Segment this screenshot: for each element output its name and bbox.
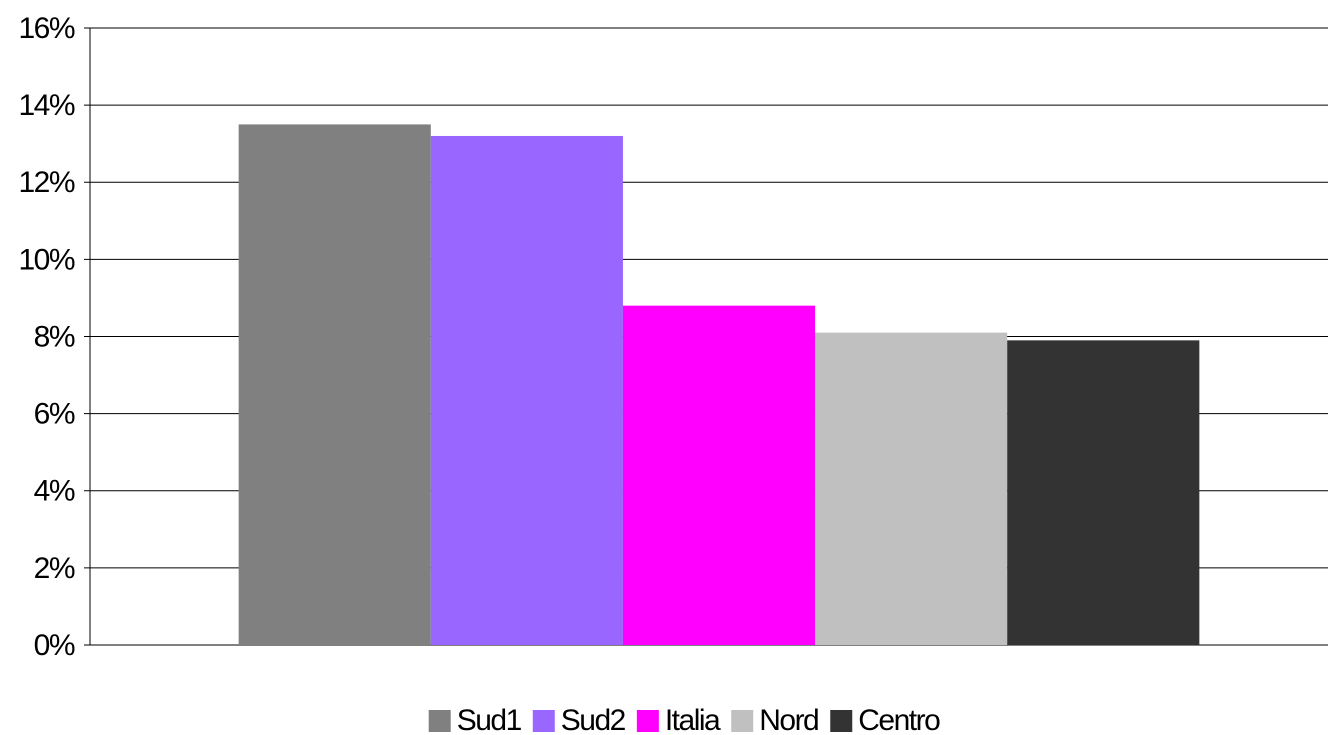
y-tick-label: 2% xyxy=(34,552,75,585)
legend-swatch xyxy=(731,710,754,732)
legend-swatch xyxy=(532,710,555,732)
y-tick-label: 16% xyxy=(18,12,74,45)
legend-swatch xyxy=(636,710,659,732)
bar xyxy=(238,124,431,645)
y-tick-label: 14% xyxy=(18,89,74,122)
legend-label: Sud2 xyxy=(561,704,626,735)
y-tick-label: 4% xyxy=(34,475,75,508)
legend-label: Italia xyxy=(665,704,721,735)
y-tick-label: 12% xyxy=(18,166,74,199)
legend-label: Sud1 xyxy=(457,704,522,735)
legend-swatch xyxy=(830,710,853,732)
legend-label: Centro xyxy=(858,704,940,735)
y-tick-label: 6% xyxy=(34,398,75,431)
y-tick-label: 10% xyxy=(18,243,74,276)
y-tick-label: 8% xyxy=(34,320,75,353)
legend-label: Nord xyxy=(759,704,818,735)
bar xyxy=(815,332,1008,645)
bar xyxy=(1007,340,1200,645)
bar xyxy=(430,135,623,645)
bar xyxy=(622,305,816,645)
legend-swatch xyxy=(428,710,451,732)
y-tick-label: 0% xyxy=(34,629,75,662)
